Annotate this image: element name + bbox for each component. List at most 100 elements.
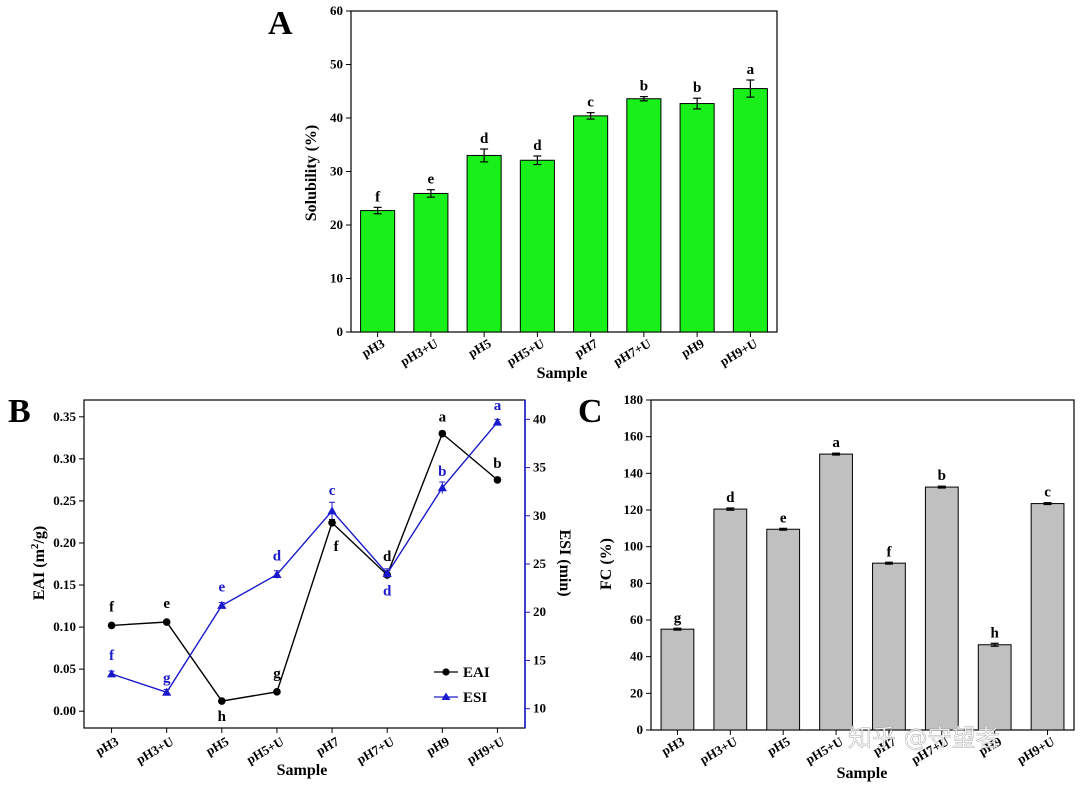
watermark-text: 知乎 @守望者	[848, 724, 1000, 752]
y-tick-label: 100	[624, 539, 644, 554]
x-tick-label: pH9	[424, 733, 453, 758]
x-tick-label: pH9+U	[464, 733, 507, 767]
significance-label: c	[1044, 485, 1051, 501]
bar	[924, 486, 959, 731]
esi-point	[272, 570, 282, 579]
eai-point	[438, 429, 447, 438]
x-tick-label: pH7+U	[611, 335, 654, 369]
legend-label-esi: ESI	[463, 690, 487, 706]
y-right-tick-label: 35	[533, 460, 547, 475]
y-right-tick-label: 10	[533, 701, 546, 716]
esi-line	[111, 421, 498, 694]
y-right-tick-label: 15	[533, 652, 547, 667]
y-left-tick-label: 0.00	[53, 703, 76, 718]
x-tick-label: pH7	[572, 335, 601, 360]
y-tick-label: 60	[630, 612, 643, 627]
bar	[466, 154, 502, 333]
y-tick-label: 10	[330, 271, 343, 286]
bar	[519, 159, 555, 333]
y-left-tick-label: 0.25	[53, 493, 76, 508]
esi-point	[162, 687, 172, 696]
x-axis-title: Sample	[537, 365, 588, 382]
x-tick-label: pH3+U	[133, 733, 176, 767]
eai-significance-label: h	[218, 709, 227, 725]
y-left-tick-label: 0.20	[53, 535, 76, 550]
bar	[732, 88, 768, 333]
y-tick-label: 40	[330, 110, 343, 125]
y-tick-label: 0	[337, 324, 344, 339]
eai-point	[107, 621, 116, 630]
significance-label: f	[375, 189, 381, 205]
x-tick-label: pH9+U	[1014, 733, 1057, 767]
x-tick-label: pH3	[659, 733, 688, 758]
eai-point	[162, 618, 171, 626]
esi-point	[106, 669, 117, 678]
legend-marker-esi	[441, 692, 451, 700]
esi-significance-label: b	[438, 464, 446, 480]
bar	[626, 98, 662, 333]
panel-letter-b: B	[8, 393, 31, 430]
esi-point	[492, 417, 503, 426]
eai-significance-label: g	[273, 666, 281, 682]
eai-significance-label: e	[163, 596, 170, 612]
y-tick-label: 60	[330, 3, 343, 18]
bar	[977, 644, 1012, 731]
significance-label: g	[674, 610, 682, 626]
significance-label: b	[640, 79, 648, 95]
y-tick-label: 140	[624, 465, 644, 480]
bar	[679, 103, 715, 333]
esi-significance-label: d	[383, 584, 392, 600]
panel-a-solubility-chart: A 0 10 20 30 40 50 60 f pH3 e pH3+U d pH5 d pH5+U c pH7 b…	[268, 3, 778, 382]
significance-label: a	[832, 435, 840, 451]
esi-significance-label: d	[273, 549, 282, 565]
x-axis-title: Sample	[277, 762, 328, 779]
significance-label: e	[780, 510, 787, 526]
x-tick-label: pH3	[93, 733, 122, 758]
significance-label: d	[480, 131, 489, 147]
significance-label: h	[991, 625, 1000, 641]
bar	[713, 508, 748, 731]
eai-significance-label: a	[439, 410, 447, 426]
x-tick-label: pH3	[359, 335, 388, 360]
x-tick-label: pH9+U	[717, 335, 760, 369]
legend-label-eai: EAI	[463, 665, 490, 681]
y-axis-right-title: ESI (min)	[556, 529, 573, 596]
panel-letter-c: C	[578, 393, 603, 430]
legend-marker-eai	[442, 668, 450, 676]
y-tick-label: 50	[330, 57, 343, 72]
bar	[872, 562, 906, 731]
x-axis-title: Sample	[837, 765, 888, 782]
legend: EAI ESI	[434, 665, 490, 706]
x-tick-label: pH5	[765, 733, 794, 758]
bar	[360, 210, 396, 333]
esi-point	[382, 569, 392, 578]
x-tick-label: pH5+U	[803, 733, 846, 767]
y-axis-title: FC (%)	[598, 538, 615, 590]
eai-significance-label: b	[493, 456, 501, 472]
esi-significance-label: f	[109, 648, 115, 664]
esi-point	[217, 600, 227, 609]
significance-label: c	[587, 95, 594, 111]
y-tick-label: 0	[637, 722, 644, 737]
bar	[573, 115, 609, 333]
significance-label: b	[693, 80, 701, 96]
y-left-tick-label: 0.15	[53, 577, 76, 592]
bar	[819, 453, 853, 731]
y-left-tick-label: 0.30	[53, 451, 76, 466]
y-tick-label: 120	[624, 502, 644, 517]
eai-point	[328, 518, 336, 527]
esi-significance-label: c	[329, 483, 336, 499]
x-tick-label: pH5	[203, 733, 232, 758]
y-left-tick-label: 0.05	[53, 661, 76, 676]
x-tick-label: pH5+U	[504, 335, 547, 369]
bar	[413, 192, 449, 333]
esi-significance-label: e	[218, 579, 225, 595]
eai-point	[273, 688, 281, 696]
y-tick-label: 40	[630, 649, 643, 664]
x-tick-label: pH3+U	[697, 733, 740, 767]
eai-significance-label: d	[383, 549, 392, 565]
y-right-tick-label: 20	[533, 604, 546, 619]
plot-frame	[83, 399, 526, 729]
bar	[660, 628, 695, 731]
x-tick-label: pH7	[313, 733, 342, 758]
